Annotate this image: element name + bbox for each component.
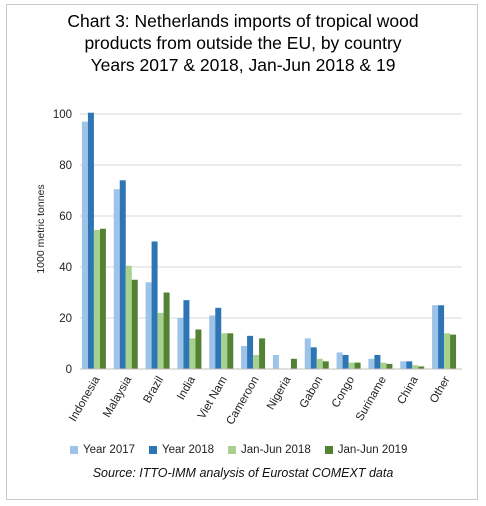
legend-swatch: [228, 446, 237, 454]
bar-gabon-jan-jun-2018: [316, 358, 323, 369]
bar-india-jan-jun-2018: [189, 338, 196, 369]
bar-gabon-year-2018: [310, 347, 317, 369]
bar-suriname-year-2017: [368, 358, 375, 369]
bar-viet-nam-jan-jun-2018: [221, 333, 228, 369]
y-tick-label: 80: [59, 160, 72, 172]
legend-item: Year 2018: [149, 444, 214, 456]
legend-label: Jan-Jun 2019: [337, 444, 408, 456]
bar-brazil-year-2017: [145, 282, 152, 369]
legend-swatch: [324, 446, 333, 454]
bar-brazil-jan-jun-2019: [163, 292, 170, 369]
y-tick-label: 0: [66, 364, 72, 376]
bar-gabon-jan-jun-2019: [322, 361, 329, 369]
bar-indonesia-jan-jun-2018: [93, 230, 100, 369]
bar-nigeria-year-2017: [272, 354, 279, 369]
bar-malaysia-year-2017: [113, 189, 120, 369]
x-tick-label: Indonesia: [67, 374, 103, 424]
bar-viet-nam-year-2017: [209, 315, 216, 369]
chart-title-line-2: products from outside the EU, by country: [84, 33, 402, 53]
bar-china-jan-jun-2018: [412, 365, 419, 369]
legend-swatch: [149, 446, 158, 454]
x-tick-label: Malaysia: [101, 374, 134, 420]
x-tick-label: India: [175, 374, 198, 402]
y-axis: 0 20 40 60 80 100: [53, 109, 72, 376]
x-tick-label: Cameroon: [224, 375, 261, 428]
bar-gabon-year-2017: [304, 338, 311, 369]
bar-brazil-year-2018: [151, 241, 158, 369]
bar-congo-jan-jun-2018: [348, 362, 355, 369]
bar-congo-jan-jun-2019: [354, 362, 361, 369]
y-tick-label: 60: [59, 211, 72, 223]
bar-other-year-2017: [432, 305, 439, 369]
legend-swatch: [70, 446, 78, 454]
bar-suriname-year-2018: [374, 354, 381, 369]
x-tick-label: Viet Nam: [196, 375, 230, 422]
chart-title-line-1: Chart 3: Netherlands imports of tropical…: [67, 11, 419, 31]
legend: Year 2017 Year 2018 Jan-Jun 2018 Jan-Jun 20…: [70, 441, 450, 459]
bar-suriname-jan-jun-2019: [386, 363, 393, 369]
bar-malaysia-jan-jun-2018: [125, 265, 132, 369]
x-tick-label: Brazil: [141, 375, 166, 406]
bar-india-year-2018: [183, 300, 190, 369]
bar-viet-nam-year-2018: [215, 307, 222, 369]
bar-china-year-2018: [406, 361, 413, 369]
bar-other-jan-jun-2018: [444, 333, 451, 369]
legend-label: Year 2018: [162, 444, 215, 456]
legend-item: Year 2017: [70, 444, 135, 456]
x-tick-label: Congo: [330, 375, 357, 410]
legend-label: Year 2017: [83, 444, 136, 456]
bar-cameroon-jan-jun-2018: [253, 354, 260, 369]
legend-item: Jan-Jun 2018: [228, 444, 311, 456]
bar-malaysia-jan-jun-2019: [131, 279, 138, 369]
bar-cameroon-year-2018: [247, 335, 254, 369]
source-note: Source: ITTO-IMM analysis of Eurostat CO…: [92, 466, 394, 480]
bar-china-jan-jun-2019: [418, 366, 425, 369]
bars: [81, 112, 457, 370]
bar-cameroon-year-2017: [241, 346, 248, 369]
bar-brazil-jan-jun-2018: [157, 312, 164, 369]
bar-suriname-jan-jun-2018: [380, 362, 387, 369]
bar-other-jan-jun-2019: [450, 334, 457, 369]
bar-india-jan-jun-2019: [195, 329, 202, 369]
bar-other-year-2018: [438, 305, 445, 369]
y-axis-label: 1000 metric tonnes: [35, 184, 47, 273]
legend-label: Jan-Jun 2018: [241, 444, 311, 456]
bar-india-year-2017: [177, 318, 184, 369]
x-tick-label: Other: [428, 374, 453, 405]
bar-cameroon-jan-jun-2019: [259, 338, 266, 369]
x-tick-label: Suriname: [354, 375, 389, 424]
x-tick-label: Gabon: [298, 375, 326, 411]
y-tick-label: 20: [59, 313, 72, 325]
bar-malaysia-year-2018: [119, 180, 126, 369]
chart-title-line-3: Years 2017 & 2018, Jan-Jun 2018 & 19: [90, 55, 396, 75]
bar-congo-year-2018: [342, 354, 349, 369]
bar-china-year-2017: [400, 361, 407, 369]
bar-viet-nam-jan-jun-2019: [227, 333, 234, 369]
bar-indonesia-year-2018: [87, 112, 94, 369]
x-tick-label: China: [395, 374, 421, 407]
y-tick-label: 100: [53, 109, 72, 121]
bar-indonesia-jan-jun-2019: [99, 228, 106, 369]
bar-congo-year-2017: [336, 352, 343, 369]
y-tick-label: 40: [59, 262, 72, 274]
bar-nigeria-jan-jun-2019: [290, 358, 297, 369]
chart-title: Chart 3: Netherlands imports of tropical…: [0, 10, 486, 76]
gridlines: [80, 113, 462, 319]
legend-item: Jan-Jun 2019: [324, 444, 408, 456]
bar-indonesia-year-2017: [81, 121, 88, 370]
x-tick-label: Nigeria: [265, 374, 294, 412]
